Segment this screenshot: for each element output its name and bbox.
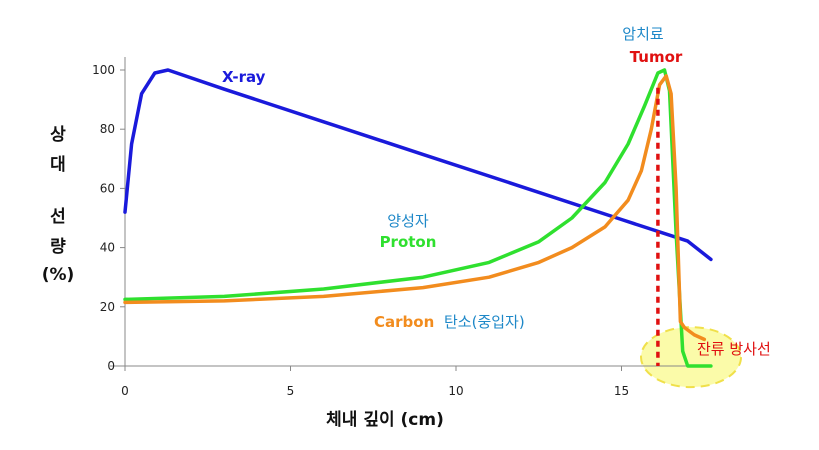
series-line-x-ray [123,68,713,262]
residual-radiation-label: 잔류 방사선 [697,340,771,358]
series-line-carbon [123,74,707,342]
proton-label-ko: 양성자 [387,212,429,230]
x-tick-label: 10 [448,384,463,398]
carbon-label-en: Carbon [374,313,434,331]
y-axis-title-line-4: 량 [50,237,66,257]
xray-label: X-ray [222,68,266,86]
x-tick-label: 15 [614,384,629,398]
carbon-label-ko: 탄소(중입자) [444,313,525,331]
y-tick-label: 100 [92,63,115,77]
tumor-label-ko: 암치료 [622,25,664,43]
y-tick-label: 60 [100,181,115,195]
x-tick-label: 0 [121,384,129,398]
x-axis-title: 체내 깊이 (cm) [326,410,444,430]
y-axis-title-line-3: 선 [50,207,66,227]
y-axis-title-line-2: 대 [50,155,66,175]
y-tick-label: 40 [100,241,115,255]
y-axis-title-line-5: (%) [42,265,75,285]
x-tick-label: 5 [287,384,295,398]
y-tick-label: 0 [107,359,115,373]
proton-label-en: Proton [380,233,437,251]
y-tick-label: 80 [100,122,115,136]
y-tick-label: 20 [100,300,115,314]
residual-dose-ellipse [640,326,743,389]
y-axis-title: 상 대 선 량 (%) [42,125,75,285]
tumor-label-en: Tumor [630,48,683,66]
y-axis-title-line-1: 상 [50,125,66,145]
